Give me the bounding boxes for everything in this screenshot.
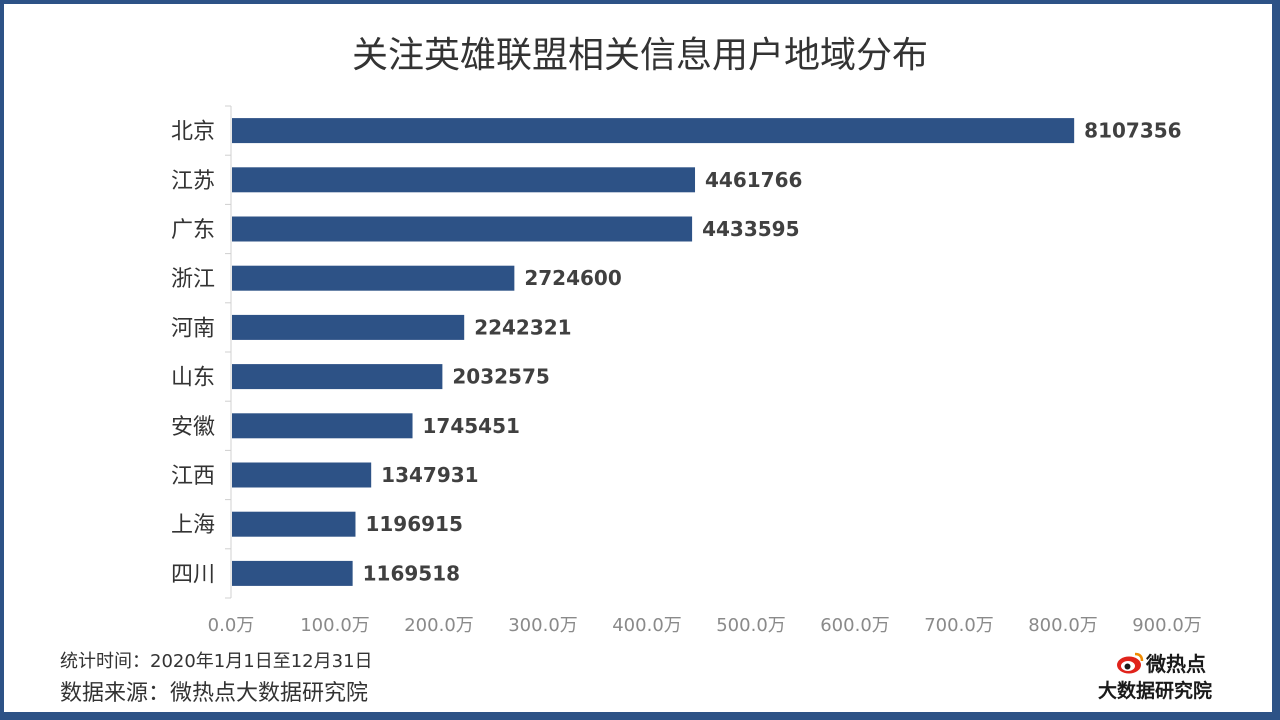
value-label-0: 8107356: [1084, 119, 1181, 143]
x-tick-label-0: 0.0万: [208, 615, 255, 636]
x-tick-label-1: 100.0万: [300, 615, 370, 636]
bar-0: [232, 118, 1075, 144]
value-label-7: 1347931: [381, 463, 478, 487]
x-tick-label-5: 500.0万: [716, 615, 786, 636]
value-label-4: 2242321: [474, 315, 571, 339]
value-label-8: 1196915: [365, 512, 462, 536]
category-label-5: 山东: [171, 366, 215, 391]
value-label-9: 1169518: [363, 561, 460, 585]
category-label-0: 北京: [171, 120, 215, 145]
category-label-1: 江苏: [171, 169, 215, 194]
value-label-3: 2724600: [524, 266, 621, 290]
logo-subtitle: 大数据研究院: [1098, 680, 1213, 702]
bar-7: [232, 462, 372, 488]
value-label-2: 4433595: [702, 217, 799, 241]
x-tick-label-7: 700.0万: [924, 615, 994, 636]
bar-9: [232, 560, 353, 586]
weibo-eye-icon: [1117, 652, 1144, 673]
category-label-9: 四川: [171, 562, 215, 587]
category-label-8: 上海: [171, 513, 215, 538]
weiredian-logo: 微热点 大数据研究院: [1098, 648, 1238, 702]
bar-5: [232, 364, 443, 390]
category-label-7: 江西: [171, 464, 215, 489]
category-label-2: 广东: [171, 218, 215, 243]
x-tick-label-6: 600.0万: [820, 615, 890, 636]
logo-name: 微热点: [1146, 652, 1206, 676]
value-label-1: 4461766: [705, 168, 802, 192]
x-tick-label-2: 200.0万: [404, 615, 474, 636]
bar-3: [232, 265, 515, 291]
bar-8: [232, 511, 356, 537]
data-source: 数据来源：微热点大数据研究院: [60, 681, 369, 706]
x-tick-label-4: 400.0万: [612, 615, 682, 636]
stat-period: 统计时间：2020年1月1日至12月31日: [60, 651, 373, 672]
value-labels: 8107356 4461766 4433595 2724600 2242321 20325…: [363, 119, 1182, 586]
bar-2: [232, 216, 693, 242]
value-label-5: 2032575: [452, 365, 549, 389]
value-label-6: 1745451: [423, 414, 520, 438]
x-tick-label-3: 300.0万: [508, 615, 578, 636]
chart-title: 关注英雄联盟相关信息用户地域分布: [351, 35, 928, 76]
bar-6: [232, 413, 413, 439]
category-label-3: 浙江: [171, 267, 215, 292]
bar-1: [232, 167, 696, 193]
category-label-4: 河南: [171, 316, 215, 341]
x-tick-labels: 0.0万 100.0万 200.0万 300.0万 400.0万 500.0万 600.0万…: [208, 615, 1202, 636]
x-tick-label-9: 900.0万: [1132, 615, 1202, 636]
x-tick-label-8: 800.0万: [1028, 615, 1098, 636]
category-axis-ticks: [225, 105, 231, 599]
bar-4: [232, 314, 465, 340]
category-label-6: 安徽: [171, 415, 215, 440]
bars-group: [232, 118, 1075, 586]
